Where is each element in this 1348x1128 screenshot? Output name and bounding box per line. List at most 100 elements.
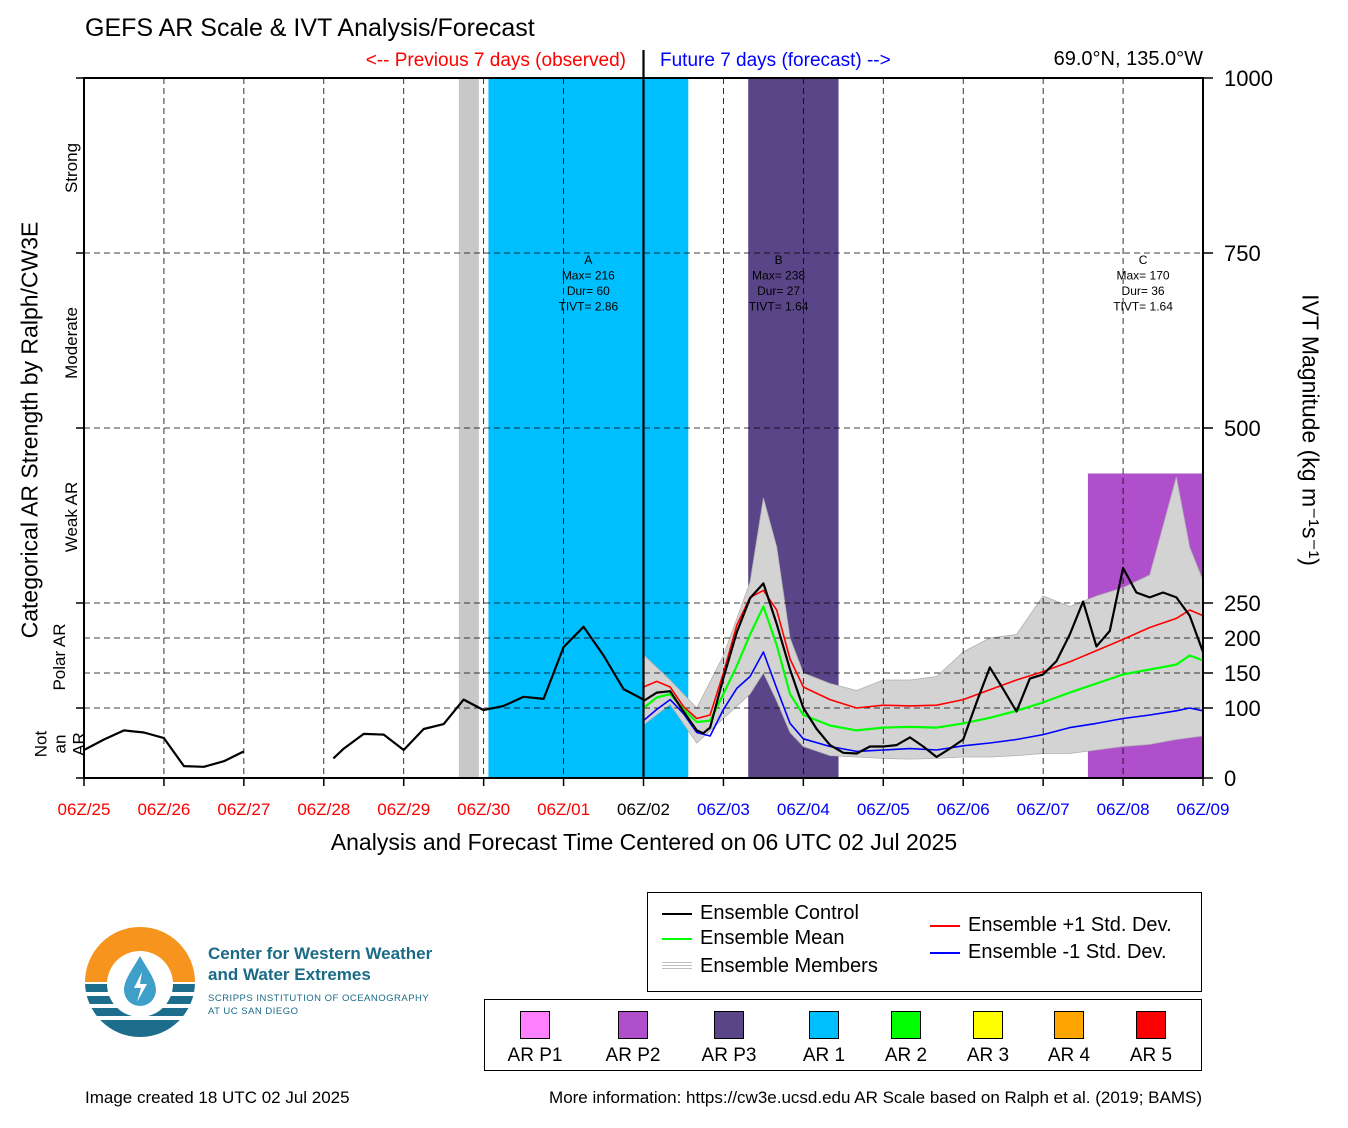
category-moderate: Moderate	[62, 307, 81, 379]
legend-plus-std-label: Ensemble +1 Std. Dev.	[968, 914, 1172, 936]
event-text: Max= 238	[752, 269, 805, 283]
category-not-an-ar: Not an AR	[31, 730, 89, 758]
x-tick-label: 06Z/04	[777, 800, 830, 819]
ar-4-label: AR 4	[1047, 1045, 1091, 1066]
legend-control-label: Ensemble Control	[700, 902, 859, 924]
x-tick-label: 06Z/30	[457, 800, 510, 819]
event-text: Dur= 27	[757, 284, 800, 298]
event-text: TIVT= 1.64	[1113, 300, 1173, 314]
previous-days-label: <-- Previous 7 days (observed)	[365, 50, 626, 71]
y-tick-label: 750	[1224, 241, 1261, 266]
ar-p1-swatch	[520, 1011, 550, 1039]
legend-minus-std: Ensemble -1 Std. Dev.	[930, 941, 1167, 964]
ar-3-swatch	[973, 1011, 1003, 1039]
ar-1-swatch	[809, 1011, 839, 1039]
ar-p1-item: AR P1	[499, 1011, 571, 1067]
x-tick-label: 06Z/07	[1017, 800, 1070, 819]
logo-line4: AT UC SAN DIEGO	[208, 1006, 299, 1017]
x-tick-label: 06Z/01	[537, 800, 590, 819]
ar-3-item: AR 3	[955, 1011, 1021, 1067]
y-tick-label: 1000	[1224, 66, 1273, 91]
ar-3-label: AR 3	[966, 1045, 1010, 1066]
left-axis-title: Categorical AR Strength by Ralph/CW3E	[16, 221, 43, 639]
logo-line3: SCRIPPS INSTITUTION OF OCEANOGRAPHY	[208, 993, 430, 1004]
ar-p3-item: AR P3	[691, 1011, 767, 1067]
event-text: B	[775, 253, 783, 267]
legend-minus-std-label: Ensemble -1 Std. Dev.	[968, 941, 1167, 963]
event-text: Max= 170	[1117, 269, 1170, 283]
future-days-label: Future 7 days (forecast) -->	[660, 50, 891, 71]
ar-2-label: AR 2	[884, 1045, 928, 1066]
x-tick-label: 06Z/29	[377, 800, 430, 819]
image-created-label: Image created 18 UTC 02 Jul 2025	[85, 1088, 350, 1107]
y-tick-label: 200	[1224, 626, 1261, 651]
ar-5-label: AR 5	[1129, 1045, 1173, 1066]
location-label: 69.0°N, 135.0°W	[1053, 48, 1203, 70]
ar-1-item: AR 1	[791, 1011, 857, 1067]
right-axis-title: IVT Magnitude (kg m⁻¹s⁻¹)	[1297, 294, 1324, 566]
ar-p2-label: AR P2	[605, 1045, 661, 1066]
x-axis-title: Analysis and Forecast Time Centered on 0…	[330, 829, 958, 855]
ar-4-swatch	[1054, 1011, 1084, 1039]
event-text: A	[584, 253, 592, 267]
ensemble-control-line-0	[642, 566, 1203, 759]
observed-control-line-1	[332, 625, 645, 760]
ar-2-swatch	[891, 1011, 921, 1039]
ar-p3-swatch	[714, 1011, 744, 1039]
event-text: Max= 216	[562, 269, 615, 283]
ivt-chart: 06Z/25 06Z/26 06Z/27 06Z/28 06Z/29 06Z/30 06Z/…	[58, 50, 1273, 819]
observed-control-line-0	[84, 729, 245, 768]
event-text: Dur= 36	[1122, 284, 1165, 298]
ar-5-swatch	[1136, 1011, 1166, 1039]
ar-p2-item: AR P2	[595, 1011, 671, 1067]
y-tick-label: 500	[1224, 416, 1261, 441]
x-tick-label: 06Z/27	[217, 800, 270, 819]
logo-line2: and Water Extremes	[208, 965, 371, 984]
x-tick-label: 06Z/09	[1177, 800, 1230, 819]
ar-2-item: AR 2	[873, 1011, 939, 1067]
y-tick-label: 250	[1224, 591, 1261, 616]
event-text: C	[1139, 253, 1148, 267]
event-text: TIVT= 1.64	[749, 300, 809, 314]
event-text: TIVT= 2.86	[558, 300, 618, 314]
legend-control: Ensemble Control	[662, 902, 859, 925]
category-polar-ar: Polar AR	[50, 623, 69, 691]
ar-5-item: AR 5	[1118, 1011, 1184, 1067]
chart-title: GEFS AR Scale & IVT Analysis/Forecast	[85, 14, 535, 42]
legend-plus-std: Ensemble +1 Std. Dev.	[930, 914, 1172, 937]
y-tick-label: 0	[1224, 766, 1236, 791]
ar-p1-label: AR P1	[507, 1045, 563, 1066]
x-tick-label: 06Z/26	[137, 800, 190, 819]
x-tick-label: 06Z/06	[937, 800, 990, 819]
x-tick-label: 06Z/28	[297, 800, 350, 819]
logo-line1: Center for Western Weather	[208, 944, 433, 963]
ar-scale-legend: AR P1 AR P2 AR P3 AR 1 AR 2 AR 3 AR 4 AR…	[484, 999, 1202, 1071]
ar-p2-swatch	[618, 1011, 648, 1039]
event-text: Dur= 60	[567, 284, 610, 298]
legend-members: Ensemble Members	[662, 955, 878, 978]
x-tick-label: 06Z/25	[58, 800, 111, 819]
x-tick-label: 06Z/03	[697, 800, 750, 819]
x-tick-label: 06Z/02	[617, 800, 670, 819]
line-legend: Ensemble Control Ensemble Mean Ensemble …	[647, 892, 1202, 992]
x-tick-label: 06Z/05	[857, 800, 910, 819]
cw3e-logo-icon	[85, 927, 195, 1037]
ensemble-mean-line-0	[642, 605, 1203, 732]
legend-mean: Ensemble Mean	[662, 927, 845, 950]
ar-4-item: AR 4	[1036, 1011, 1102, 1067]
minus-std-line-0	[642, 651, 1203, 753]
x-tick-label: 06Z/08	[1097, 800, 1150, 819]
category-strong: Strong	[62, 142, 81, 194]
ar-p3-label: AR P3	[701, 1045, 757, 1066]
y-tick-label: 150	[1224, 661, 1261, 686]
y-tick-label: 100	[1224, 696, 1261, 721]
ensemble-members-envelope	[643, 476, 1203, 760]
more-info-label: More information: https://cw3e.ucsd.edu …	[549, 1088, 1202, 1107]
ar-1-label: AR 1	[802, 1045, 846, 1066]
legend-mean-label: Ensemble Mean	[700, 927, 845, 949]
plus-std-line-0	[643, 589, 1203, 720]
legend-members-label: Ensemble Members	[700, 955, 878, 977]
